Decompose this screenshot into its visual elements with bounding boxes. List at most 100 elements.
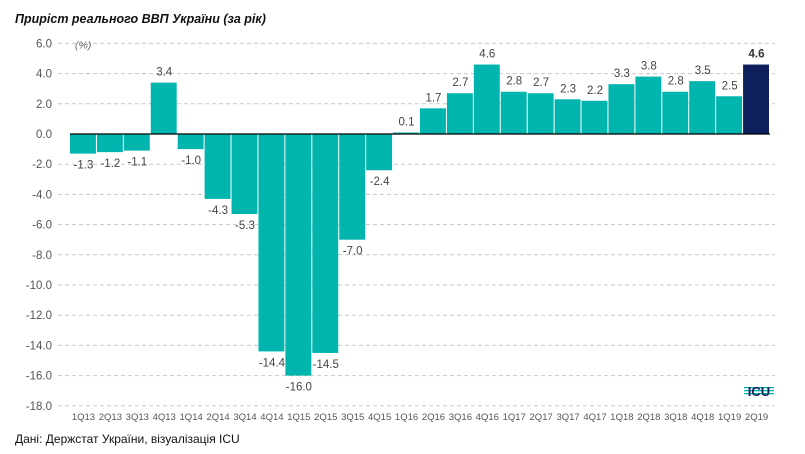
x-tick-label: 3Q14 bbox=[233, 412, 256, 423]
x-tick-label: 2Q17 bbox=[530, 412, 553, 423]
data-label: 2.8 bbox=[668, 76, 684, 88]
data-labels: -1.3 -1.2 -1.1 3.4 -1.0 -4.3 -5.3 -14.4 -16.0-14… bbox=[74, 49, 765, 394]
bar-3Q16 bbox=[446, 93, 473, 134]
bar-1Q15 bbox=[285, 134, 312, 376]
x-tick-label: 4Q18 bbox=[691, 412, 714, 423]
data-label: -7.0 bbox=[343, 246, 363, 258]
x-tick-label: 4Q14 bbox=[260, 412, 283, 423]
y-tick-label: -10.0 bbox=[26, 280, 52, 292]
bar-4Q17 bbox=[581, 100, 608, 134]
bar-2Q14 bbox=[204, 134, 231, 199]
y-tick-label: -12.0 bbox=[26, 310, 52, 322]
x-tick-label: 2Q18 bbox=[637, 412, 660, 423]
x-tick-label: 3Q13 bbox=[126, 412, 149, 423]
x-axis-ticks: 1Q13 2Q13 3Q13 4Q13 1Q14 2Q14 3Q14 4Q14 1Q15 2Q15… bbox=[72, 412, 768, 423]
bar-1Q17 bbox=[500, 91, 527, 134]
data-label: 3.8 bbox=[641, 61, 657, 73]
bar-2Q17 bbox=[527, 93, 554, 134]
bar-2Q18 bbox=[635, 76, 662, 134]
bar-1Q19 bbox=[716, 96, 743, 134]
x-tick-label: 3Q15 bbox=[341, 412, 364, 423]
x-tick-label: 2Q15 bbox=[314, 412, 337, 423]
bar-3Q15 bbox=[339, 134, 366, 240]
x-tick-label: 2Q13 bbox=[99, 412, 122, 423]
data-label: -4.3 bbox=[208, 205, 228, 217]
x-tick-label: 4Q16 bbox=[476, 412, 499, 423]
x-tick-label: 1Q13 bbox=[72, 412, 95, 423]
data-label: -16.0 bbox=[286, 382, 312, 394]
x-tick-label: 4Q17 bbox=[583, 412, 606, 423]
bars bbox=[70, 64, 769, 376]
y-tick-label: -16.0 bbox=[26, 371, 52, 383]
bar-1Q16 bbox=[393, 132, 419, 134]
y-tick-label: -2.0 bbox=[32, 159, 52, 171]
bar-2Q13 bbox=[96, 134, 123, 153]
data-label: 2.8 bbox=[506, 76, 522, 88]
data-label: -14.5 bbox=[313, 359, 339, 371]
bar-4Q18 bbox=[689, 81, 716, 134]
bar-1Q18 bbox=[608, 84, 635, 134]
x-tick-label: 3Q18 bbox=[664, 412, 687, 423]
data-label: 3.3 bbox=[614, 68, 630, 80]
bar-2Q19 bbox=[743, 64, 769, 134]
x-tick-label: 3Q16 bbox=[449, 412, 472, 423]
x-tick-label: 2Q14 bbox=[206, 412, 229, 423]
data-label: 2.3 bbox=[560, 83, 576, 95]
data-label: 3.4 bbox=[156, 67, 173, 79]
bar-4Q15 bbox=[366, 134, 393, 171]
y-tick-label: 6.0 bbox=[36, 38, 52, 50]
data-label: -1.0 bbox=[181, 155, 201, 167]
y-tick-label: -4.0 bbox=[32, 189, 52, 201]
data-label: 2.7 bbox=[452, 77, 468, 89]
data-label: 2.2 bbox=[587, 85, 603, 97]
y-tick-label: -6.0 bbox=[32, 220, 52, 232]
bar-1Q14 bbox=[177, 134, 204, 150]
x-tick-label: 3Q17 bbox=[556, 412, 579, 423]
data-label: -1.2 bbox=[100, 158, 120, 170]
x-tick-label: 1Q19 bbox=[718, 412, 741, 423]
bar-3Q18 bbox=[662, 91, 689, 134]
data-label: 3.5 bbox=[695, 65, 711, 77]
data-label: 1.7 bbox=[425, 92, 441, 104]
x-tick-label: 4Q13 bbox=[153, 412, 176, 423]
y-axis-ticks: 6.0 4.0 2.0 0.0 -2.0 -4.0 -6.0 -8.0 -10.0 -12.0 -1… bbox=[26, 38, 52, 412]
data-label: -1.3 bbox=[74, 160, 94, 172]
y-tick-label: 4.0 bbox=[36, 69, 52, 81]
data-label: -1.1 bbox=[127, 157, 147, 169]
x-tick-label: 2Q16 bbox=[422, 412, 445, 423]
bar-2Q16 bbox=[420, 108, 446, 134]
bar-3Q17 bbox=[554, 99, 581, 134]
icu-logo: ICU bbox=[744, 384, 774, 399]
data-label: -14.4 bbox=[259, 357, 286, 369]
data-label: 4.6 bbox=[479, 49, 495, 61]
y-tick-label: -18.0 bbox=[26, 401, 52, 413]
y-axis-unit-label: (%) bbox=[75, 39, 91, 51]
data-label: 2.7 bbox=[533, 77, 549, 89]
y-tick-label: -14.0 bbox=[26, 340, 52, 352]
data-label: 2.5 bbox=[722, 80, 738, 92]
bar-4Q13 bbox=[150, 82, 177, 134]
y-tick-label: 2.0 bbox=[36, 99, 52, 111]
bar-3Q14 bbox=[231, 134, 258, 215]
x-tick-label: 1Q15 bbox=[287, 412, 310, 423]
chart-title: Приріст реального ВВП України (за рік) bbox=[15, 12, 266, 26]
x-tick-label: 4Q15 bbox=[368, 412, 391, 423]
bar-1Q13 bbox=[70, 134, 96, 154]
data-label: -5.3 bbox=[235, 220, 255, 232]
bar-3Q13 bbox=[123, 134, 150, 151]
x-tick-label: 1Q18 bbox=[610, 412, 633, 423]
bar-4Q14 bbox=[258, 134, 285, 352]
y-tick-label: -8.0 bbox=[32, 250, 52, 262]
logo-text: ICU bbox=[748, 384, 770, 399]
source-note: Дані: Держстат України, візуалізація ICU bbox=[15, 432, 240, 446]
y-tick-label: 0.0 bbox=[36, 129, 52, 141]
bar-2Q15 bbox=[312, 134, 339, 353]
x-tick-label: 2Q19 bbox=[745, 412, 768, 423]
x-tick-label: 1Q17 bbox=[503, 412, 526, 423]
bar-4Q16 bbox=[473, 64, 500, 134]
x-tick-label: 1Q14 bbox=[180, 412, 203, 423]
x-tick-label: 1Q16 bbox=[395, 412, 418, 423]
data-label: 0.1 bbox=[399, 116, 415, 128]
data-label: 4.6 bbox=[749, 49, 765, 61]
